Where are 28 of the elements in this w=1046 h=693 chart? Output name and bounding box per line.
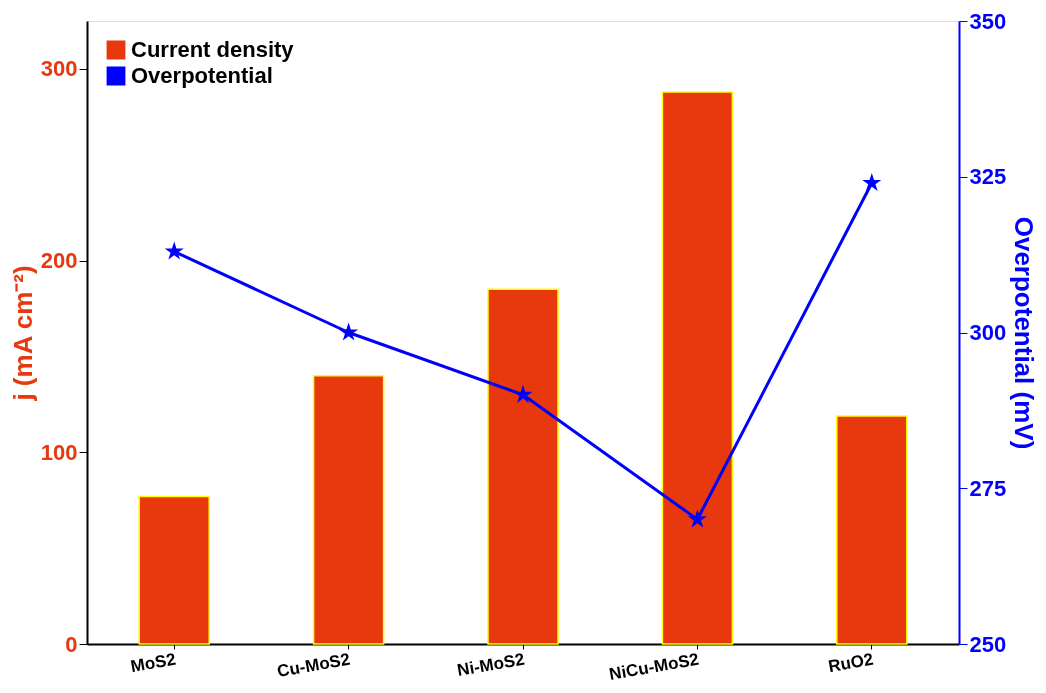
x-tick-label: NiCu-MoS2: [607, 649, 701, 684]
bar: [836, 415, 908, 645]
y-tick-label: 0: [65, 631, 78, 657]
y-tick-label: 200: [40, 248, 78, 274]
y-axis-title: j (mA cm⁻²): [7, 265, 38, 402]
y2-tick-label: 325: [969, 164, 1007, 190]
bar: [138, 495, 210, 645]
legend-label: Current density: [131, 37, 295, 62]
x-tick-label: RuO2: [826, 649, 875, 677]
x-tick-label: Ni-MoS2: [455, 649, 526, 681]
point: [339, 322, 359, 341]
y2-tick-label: 300: [969, 320, 1007, 345]
bar: [487, 288, 559, 645]
y-tick-label: 300: [40, 56, 78, 82]
point: [513, 384, 533, 403]
y2-tick-label: 250: [969, 631, 1007, 657]
point: [687, 509, 707, 528]
y2-axis-title: Overpotential (mV): [1009, 216, 1040, 450]
bar: [661, 91, 734, 645]
point: [164, 241, 184, 260]
x-tick-label: Cu-MoS2: [275, 649, 352, 682]
y-tick-label: 100: [40, 439, 78, 465]
x-tick-label: MoS2: [129, 649, 178, 677]
point: [862, 172, 882, 192]
y2-tick-label: 275: [969, 475, 1007, 501]
y2-tick-label: 350: [969, 8, 1007, 34]
legend-label: Overpotential: [131, 63, 273, 88]
bar: [312, 374, 385, 645]
